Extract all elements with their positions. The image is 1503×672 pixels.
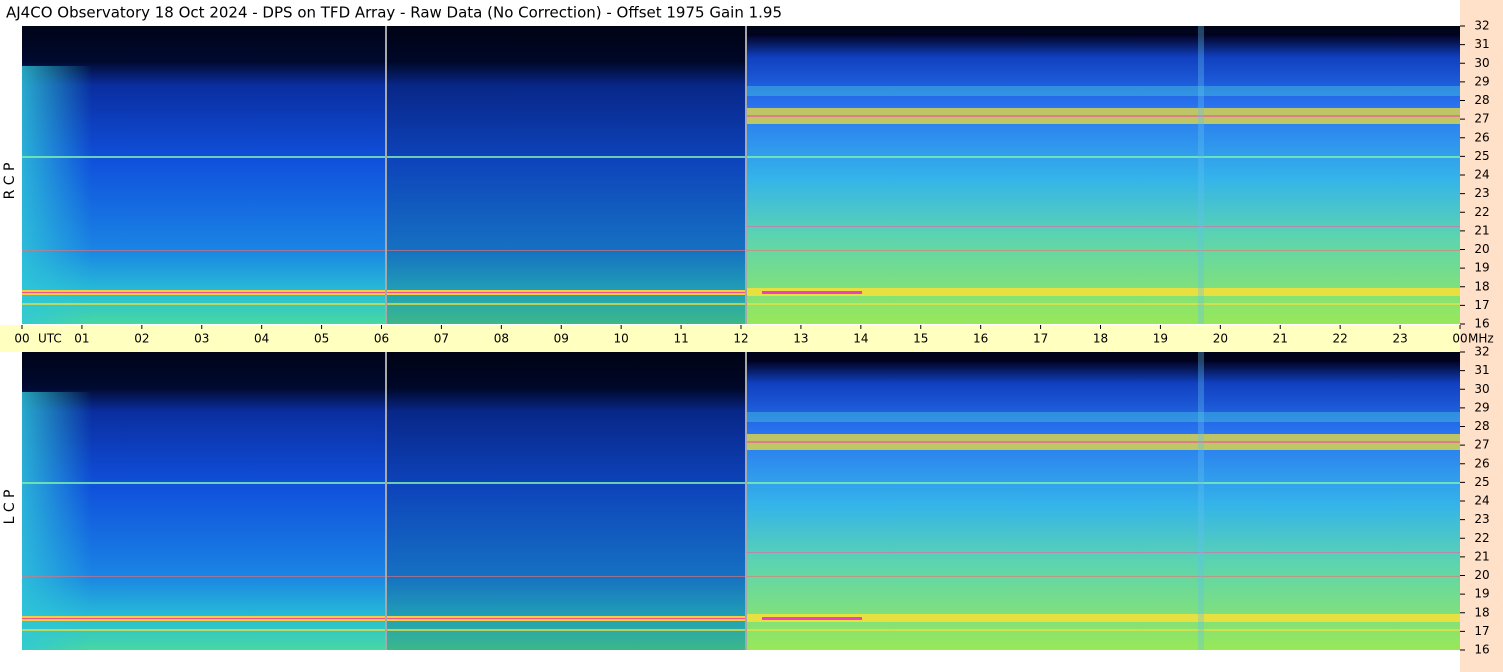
x-tick-label: 07 xyxy=(434,332,449,346)
time-axis-band xyxy=(0,325,1460,352)
x-tick-label: 04 xyxy=(254,332,269,346)
y-tick-label: 32 xyxy=(1474,345,1489,359)
y-tick-label: 22 xyxy=(1474,205,1489,219)
y-tick-label: 23 xyxy=(1474,512,1489,526)
x-tick-label: 01 xyxy=(74,332,89,346)
x-tick-label: 10 xyxy=(614,332,629,346)
y-tick-label: 20 xyxy=(1474,568,1489,582)
y-tick-label: 19 xyxy=(1474,261,1489,275)
x-tick-label: 11 xyxy=(673,332,688,346)
x-tick-label: 17 xyxy=(1033,332,1048,346)
x-tick-label: 00 xyxy=(14,332,29,346)
x-tick-label: 23 xyxy=(1392,332,1407,346)
y-tick-label: 26 xyxy=(1474,130,1489,144)
y-tick-label: 30 xyxy=(1474,56,1489,70)
y-tick-label: 23 xyxy=(1474,186,1489,200)
panel-label: R C P xyxy=(2,163,18,200)
x-tick-label: 12 xyxy=(733,332,748,346)
x-tick-label: 18 xyxy=(1093,332,1108,346)
x-tick-label: 16 xyxy=(973,332,988,346)
y-tick-label: 29 xyxy=(1474,74,1489,88)
y-tick-label: 27 xyxy=(1474,438,1489,452)
y-tick-label: 30 xyxy=(1474,382,1489,396)
y-tick-label: 27 xyxy=(1474,112,1489,126)
x-tick-label: 21 xyxy=(1273,332,1288,346)
x-tick-label: 19 xyxy=(1153,332,1168,346)
y-tick-label: 18 xyxy=(1474,605,1489,619)
x-tick-label: 15 xyxy=(913,332,928,346)
y-tick-label: 21 xyxy=(1474,223,1489,237)
y-tick-label: 25 xyxy=(1474,475,1489,489)
x-tick-label: 08 xyxy=(494,332,509,346)
y-tick-label: 19 xyxy=(1474,587,1489,601)
y-tick-label: 29 xyxy=(1474,400,1489,414)
chart-title: AJ4CO Observatory 18 Oct 2024 - DPS on T… xyxy=(6,4,782,22)
y-tick-label: 17 xyxy=(1474,298,1489,312)
spectrogram-lcp xyxy=(22,352,1460,650)
y-tick-label: 16 xyxy=(1474,643,1489,657)
panel-label: L C P xyxy=(2,489,18,524)
x-axis-label: UTC xyxy=(38,332,62,346)
x-tick-label: 06 xyxy=(374,332,389,346)
x-tick-label: 05 xyxy=(314,332,329,346)
x-tick-label: 09 xyxy=(554,332,569,346)
y-tick-label: 31 xyxy=(1474,363,1489,377)
x-tick-label: 00 xyxy=(1452,332,1467,346)
y-tick-label: 31 xyxy=(1474,37,1489,51)
y-tick-label: 28 xyxy=(1474,419,1489,433)
x-tick-label: 22 xyxy=(1333,332,1348,346)
y-tick-label: 22 xyxy=(1474,531,1489,545)
right-axis-band xyxy=(1460,0,1503,672)
y-tick-label: 21 xyxy=(1474,549,1489,563)
y-tick-label: 32 xyxy=(1474,19,1489,33)
x-tick-label: 20 xyxy=(1213,332,1228,346)
y-tick-label: 24 xyxy=(1474,494,1489,508)
y-tick-label: 28 xyxy=(1474,93,1489,107)
x-tick-label: 02 xyxy=(134,332,149,346)
x-tick-label: 13 xyxy=(793,332,808,346)
y-tick-label: 16 xyxy=(1474,317,1489,331)
y-tick-label: 24 xyxy=(1474,168,1489,182)
y-tick-label: 20 xyxy=(1474,242,1489,256)
y-tick-label: 17 xyxy=(1474,624,1489,638)
y-tick-label: 25 xyxy=(1474,149,1489,163)
y-tick-label: 26 xyxy=(1474,456,1489,470)
x-tick-label: 14 xyxy=(853,332,868,346)
spectrogram-rcp xyxy=(22,26,1460,324)
y-tick-label: 18 xyxy=(1474,279,1489,293)
x-tick-label: 03 xyxy=(194,332,209,346)
y-axis-label: MHz xyxy=(1468,332,1494,346)
